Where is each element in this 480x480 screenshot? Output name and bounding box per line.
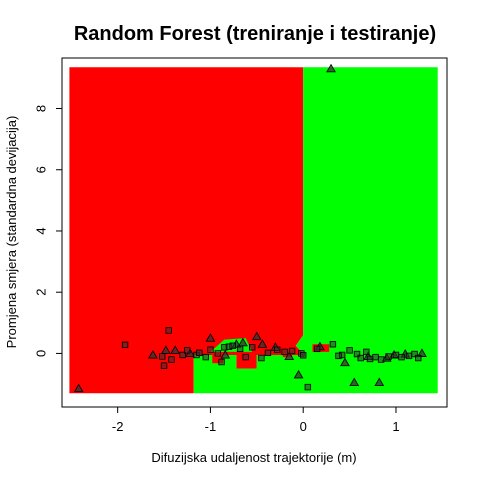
point-square-3: [160, 362, 168, 369]
point-square-1: [121, 341, 129, 349]
y-tick-label: 4: [33, 227, 48, 234]
point-triangle-14: [349, 377, 360, 387]
data-points: [73, 63, 427, 393]
point-square-13: [229, 342, 236, 349]
point-triangle-0: [326, 63, 336, 73]
point-square-5: [179, 351, 186, 359]
point-square-25: [329, 341, 337, 348]
point-triangle-5: [205, 333, 216, 342]
point-square-8: [202, 353, 209, 361]
point-square-19: [274, 346, 281, 353]
point-triangle-8: [251, 331, 262, 341]
point-triangle-15: [374, 377, 385, 387]
y-axis-label: Promjena smjera (standardna devijacija): [4, 116, 19, 349]
x-tick-label: -2: [112, 419, 124, 434]
x-tick-label: 0: [300, 419, 307, 434]
point-square-33: [377, 356, 385, 363]
point-square-42: [300, 352, 307, 359]
point-square-24: [313, 345, 321, 353]
region-class_a-0: [69, 67, 304, 394]
point-square-18: [264, 349, 272, 357]
point-triangle-9: [257, 339, 268, 348]
point-square-2: [158, 353, 166, 360]
point-square-6: [184, 347, 191, 354]
x-axis-label: Difuzijska udaljenost trajektorije (m): [151, 450, 356, 465]
x-tick-label: -1: [205, 419, 217, 434]
point-square-43: [335, 352, 342, 360]
point-square-4: [168, 356, 175, 363]
point-square-28: [353, 350, 361, 358]
point-triangle-1: [73, 383, 84, 393]
point-square-17: [258, 354, 265, 362]
point-triangle-11: [293, 369, 304, 379]
x-tick-label: 1: [392, 419, 399, 434]
region-class_b-1: [193, 67, 438, 394]
chart-title: Random Forest (treniranje i testiranje): [74, 23, 436, 45]
point-square-15: [242, 353, 249, 361]
point-square-23: [304, 383, 312, 391]
point-square-10: [214, 350, 222, 357]
y-tick-label: 8: [33, 105, 48, 112]
y-tick-label: 0: [33, 350, 48, 357]
decision-regions: [69, 67, 438, 394]
plot-frame: [61, 57, 448, 408]
point-square-16: [248, 344, 256, 351]
point-square-38: [411, 350, 418, 358]
point-square-20: [281, 348, 288, 356]
point-square-40: [196, 349, 203, 357]
point-triangle-23: [220, 349, 231, 359]
point-square-29: [357, 354, 364, 362]
point-square-9: [207, 346, 214, 353]
point-triangle-20: [284, 351, 295, 361]
point-square-41: [218, 358, 225, 366]
point-square-32: [372, 353, 379, 361]
point-square-27: [346, 347, 353, 354]
y-tick-label: 2: [33, 289, 48, 296]
point-triangle-18: [417, 348, 427, 357]
point-square-39: [415, 354, 422, 362]
y-axis: 0 2 4 6 8: [33, 105, 62, 357]
point-square-35: [392, 351, 400, 359]
y-tick-label: 6: [33, 166, 48, 173]
point-triangle-13: [340, 357, 350, 367]
point-triangle-3: [170, 345, 181, 354]
x-axis: -2 -1 0 1: [112, 407, 400, 434]
point-triangle-19: [148, 349, 158, 359]
point-square-30: [363, 348, 370, 356]
point-square-0: [165, 327, 172, 334]
point-triangle-2: [161, 345, 171, 354]
point-square-37: [405, 352, 413, 360]
point-square-31: [366, 355, 374, 363]
point-square-36: [398, 353, 405, 361]
point-square-34: [385, 353, 392, 360]
point-square-21: [288, 347, 296, 355]
point-square-14: [236, 345, 244, 353]
